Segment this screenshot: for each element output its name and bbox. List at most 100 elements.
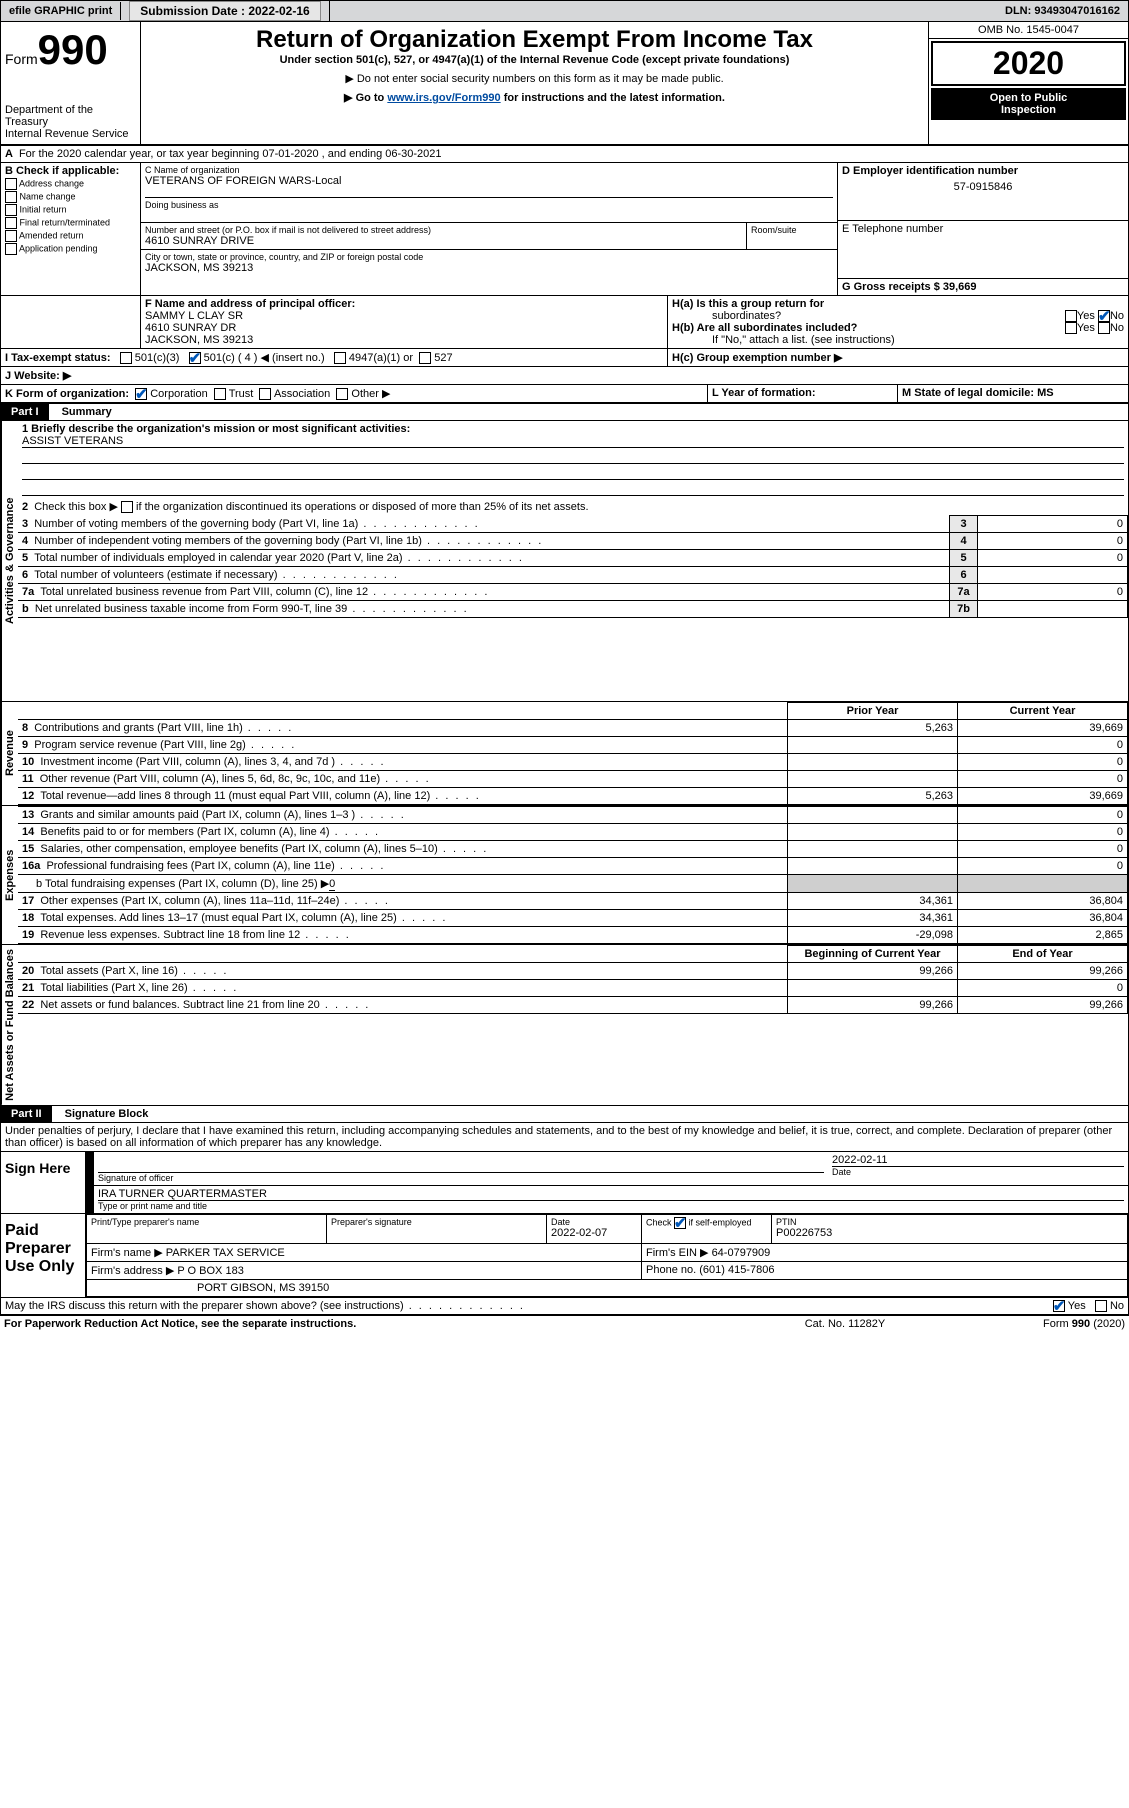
officer-name: SAMMY L CLAY SR bbox=[145, 310, 663, 322]
ptin-label: PTIN bbox=[776, 1217, 1123, 1227]
corp-checkbox[interactable] bbox=[135, 388, 147, 400]
officer-label: F Name and address of principal officer: bbox=[145, 298, 663, 310]
form-990-label: Form990 bbox=[5, 26, 136, 74]
ha-yes-checkbox[interactable] bbox=[1065, 310, 1077, 322]
city: JACKSON, MS 39213 bbox=[145, 262, 833, 274]
q1: 1 Briefly describe the organization's mi… bbox=[22, 423, 1124, 435]
box-b-checkbox[interactable] bbox=[5, 243, 17, 255]
self-employed-cell: Check if self-employed bbox=[642, 1215, 772, 1244]
side-net-assets: Net Assets or Fund Balances bbox=[1, 945, 18, 1105]
firm-addr1: P O BOX 183 bbox=[177, 1265, 243, 1277]
527-checkbox[interactable] bbox=[419, 352, 431, 364]
box-b-title: B Check if applicable: bbox=[5, 165, 136, 177]
hb-yes-checkbox[interactable] bbox=[1065, 322, 1077, 334]
identity-block: B Check if applicable: Address change Na… bbox=[0, 163, 1129, 296]
gross-receipts: G Gross receipts $ 39,669 bbox=[842, 281, 1124, 293]
box-b-item: Name change bbox=[5, 191, 136, 203]
firm-addr2: PORT GIBSON, MS 39150 bbox=[87, 1280, 1128, 1297]
city-label: City or town, state or province, country… bbox=[145, 252, 833, 262]
side-expenses: Expenses bbox=[1, 806, 18, 944]
submission-date-button[interactable]: Submission Date : 2022-02-16 bbox=[129, 1, 320, 21]
phone-label: E Telephone number bbox=[842, 223, 1124, 235]
box-b-checkbox[interactable] bbox=[5, 178, 17, 190]
type-name-label: Type or print name and title bbox=[98, 1200, 1124, 1211]
prep-phone-label: Phone no. bbox=[646, 1264, 696, 1276]
page-footer: For Paperwork Reduction Act Notice, see … bbox=[0, 1316, 1129, 1332]
hc-label: H(c) Group exemption number ▶ bbox=[672, 352, 842, 364]
ha-no-checkbox[interactable] bbox=[1098, 310, 1110, 322]
org-name-label: C Name of organization bbox=[145, 165, 833, 175]
501c-checkbox[interactable] bbox=[189, 352, 201, 364]
firm-ein: 64-0797909 bbox=[712, 1247, 771, 1259]
top-bar: efile GRAPHIC print Submission Date : 20… bbox=[0, 0, 1129, 22]
discuss-yes-checkbox[interactable] bbox=[1053, 1300, 1065, 1312]
ptin-value: P00226753 bbox=[776, 1227, 1123, 1239]
efile-label: efile GRAPHIC print bbox=[1, 2, 121, 20]
perjury-declaration: Under penalties of perjury, I declare th… bbox=[0, 1123, 1129, 1152]
addr-label: Number and street (or P.O. box if mail i… bbox=[145, 225, 742, 235]
prep-phone: (601) 415-7806 bbox=[699, 1264, 774, 1276]
self-employed-checkbox[interactable] bbox=[674, 1217, 686, 1229]
dln-label: DLN: 93493047016162 bbox=[997, 2, 1128, 20]
state-domicile: M State of legal domicile: MS bbox=[898, 385, 1128, 402]
part1-title: Summary bbox=[62, 406, 112, 418]
paid-preparer-label: Paid Preparer Use Only bbox=[1, 1214, 86, 1297]
form-title: Return of Organization Exempt From Incom… bbox=[151, 26, 918, 54]
paperwork-notice: For Paperwork Reduction Act Notice, see … bbox=[4, 1318, 745, 1330]
side-revenue: Revenue bbox=[1, 702, 18, 805]
hb-note: If "No," attach a list. (see instruction… bbox=[672, 334, 1124, 346]
side-activities-governance: Activities & Governance bbox=[1, 421, 18, 701]
prep-sig-label: Preparer's signature bbox=[331, 1217, 542, 1227]
website-label: J Website: ▶ bbox=[1, 367, 1128, 384]
trust-checkbox[interactable] bbox=[214, 388, 226, 400]
form-header: Form990 Department of the Treasury Inter… bbox=[0, 22, 1129, 146]
year-formation: L Year of formation: bbox=[708, 385, 898, 402]
box-b-item: Application pending bbox=[5, 243, 136, 255]
box-b-checkbox[interactable] bbox=[5, 217, 17, 229]
assoc-checkbox[interactable] bbox=[259, 388, 271, 400]
tax-status-row: I Tax-exempt status: 501(c)(3) 501(c) ( … bbox=[0, 349, 1129, 367]
note-link: ▶ Go to www.irs.gov/Form990 for instruct… bbox=[151, 91, 918, 104]
part2-title: Signature Block bbox=[65, 1108, 149, 1120]
4947-checkbox[interactable] bbox=[334, 352, 346, 364]
officer-group-block: F Name and address of principal officer:… bbox=[0, 296, 1129, 349]
irs-discuss-row: May the IRS discuss this return with the… bbox=[0, 1298, 1129, 1316]
q1-answer: ASSIST VETERANS bbox=[22, 435, 1124, 448]
dept-label: Department of the Treasury bbox=[5, 104, 136, 128]
prep-name-label: Print/Type preparer's name bbox=[91, 1217, 322, 1227]
q2-checkbox[interactable] bbox=[121, 501, 133, 513]
revenue-table: Prior YearCurrent Year 8 Contributions a… bbox=[18, 702, 1128, 805]
box-b-item: Amended return bbox=[5, 230, 136, 242]
form-rev: Form 990 (2020) bbox=[945, 1318, 1125, 1330]
box-b-item: Initial return bbox=[5, 204, 136, 216]
open-public-badge: Open to PublicInspection bbox=[931, 88, 1126, 120]
officer-addr2: JACKSON, MS 39213 bbox=[145, 334, 663, 346]
net-assets-table: Beginning of Current YearEnd of Year 20 … bbox=[18, 945, 1128, 1014]
sign-here-label: Sign Here bbox=[1, 1152, 86, 1213]
box-b-checkbox[interactable] bbox=[5, 204, 17, 216]
dba-label: Doing business as bbox=[145, 197, 833, 210]
officer-typed-name: IRA TURNER QUARTERMASTER bbox=[98, 1188, 1124, 1200]
irs-link[interactable]: www.irs.gov/Form990 bbox=[387, 92, 500, 104]
box-b-checkbox[interactable] bbox=[5, 191, 17, 203]
prep-date-label: Date bbox=[551, 1217, 637, 1227]
501c3-checkbox[interactable] bbox=[120, 352, 132, 364]
org-name: VETERANS OF FOREIGN WARS-Local bbox=[145, 175, 833, 187]
firm-ein-label: Firm's EIN ▶ bbox=[646, 1247, 709, 1259]
governance-table: 3 Number of voting members of the govern… bbox=[18, 515, 1128, 618]
firm-name-label: Firm's name ▶ bbox=[91, 1247, 163, 1259]
discuss-no-checkbox[interactable] bbox=[1095, 1300, 1107, 1312]
box-b-item: Final return/terminated bbox=[5, 217, 136, 229]
other-checkbox[interactable] bbox=[336, 388, 348, 400]
sign-here-block: Sign Here Signature of officer 2022-02-1… bbox=[0, 1152, 1129, 1214]
cat-no: Cat. No. 11282Y bbox=[745, 1318, 945, 1330]
expenses-table: 13 Grants and similar amounts paid (Part… bbox=[18, 806, 1128, 944]
tax-year: 2020 bbox=[931, 41, 1126, 86]
firm-addr-label: Firm's address ▶ bbox=[91, 1265, 174, 1277]
box-b-checkbox[interactable] bbox=[5, 230, 17, 242]
klm-row: K Form of organization: Corporation Trus… bbox=[0, 385, 1129, 404]
line-a: AFor the 2020 calendar year, or tax year… bbox=[0, 146, 1129, 163]
sig-date: 2022-02-11 bbox=[832, 1154, 1124, 1166]
room-label: Room/suite bbox=[747, 223, 837, 249]
firm-name: PARKER TAX SERVICE bbox=[166, 1247, 285, 1259]
